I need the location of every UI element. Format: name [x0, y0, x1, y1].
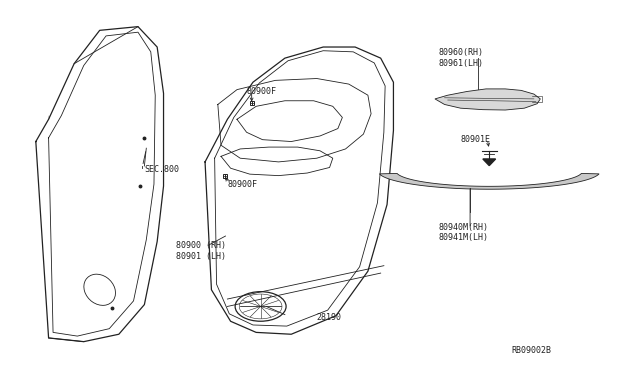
Text: SEC.800: SEC.800 — [145, 165, 179, 174]
Text: 80940M(RH)
80941M(LH): 80940M(RH) 80941M(LH) — [438, 222, 488, 242]
Text: 80900 (RH)
80901 (LH): 80900 (RH) 80901 (LH) — [176, 241, 227, 260]
Text: RB09002B: RB09002B — [511, 346, 552, 355]
Text: 80901E: 80901E — [461, 135, 490, 144]
Text: 80900F: 80900F — [246, 87, 276, 96]
Polygon shape — [483, 159, 495, 166]
Text: 28190: 28190 — [317, 313, 342, 322]
Text: 80960(RH)
80961(LH): 80960(RH) 80961(LH) — [438, 48, 483, 68]
Polygon shape — [435, 89, 540, 110]
Polygon shape — [380, 173, 599, 189]
Text: 80900F: 80900F — [227, 180, 257, 189]
